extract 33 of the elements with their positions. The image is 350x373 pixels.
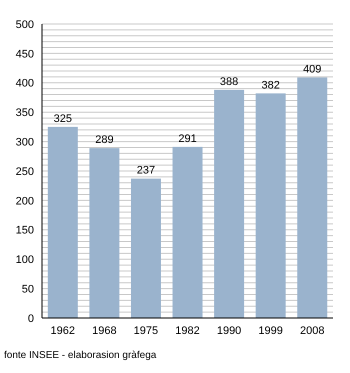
y-tick-label: 500 — [16, 18, 34, 31]
x-tick-label: 1962 — [50, 324, 76, 337]
source-note: fonte INSEE - elaborasion gràfega — [4, 350, 158, 361]
x-tick-label: 1968 — [92, 324, 117, 337]
bar — [48, 126, 78, 318]
y-tick-label: 150 — [16, 224, 34, 237]
y-tick-label: 350 — [16, 107, 34, 120]
bar — [256, 93, 286, 318]
data-label: 388 — [220, 76, 238, 88]
data-label: 382 — [261, 79, 280, 92]
y-tick-label: 450 — [16, 48, 34, 60]
y-tick-label: 100 — [16, 254, 34, 266]
x-tick-label: 2008 — [300, 324, 324, 337]
x-tick-label: 1975 — [134, 324, 158, 337]
data-label: 237 — [136, 164, 156, 177]
x-tick-label: 1999 — [258, 324, 283, 337]
y-tick-label: 0 — [28, 312, 34, 325]
data-label: 291 — [178, 132, 197, 145]
data-label: 325 — [54, 112, 72, 125]
bar — [297, 78, 328, 318]
y-tick-label: 300 — [16, 136, 34, 149]
data-label: 409 — [303, 64, 322, 76]
x-tick-label: 1982 — [175, 324, 200, 337]
bar — [172, 146, 203, 318]
bar — [130, 178, 161, 318]
x-tick-label: 1990 — [216, 324, 242, 337]
y-tick-label: 250 — [16, 166, 34, 178]
bar — [89, 148, 120, 318]
y-tick-label: 400 — [16, 78, 34, 90]
data-label: 289 — [95, 134, 114, 146]
y-tick-label: 50 — [22, 284, 34, 296]
bar — [214, 90, 244, 318]
y-tick-label: 200 — [16, 195, 34, 208]
